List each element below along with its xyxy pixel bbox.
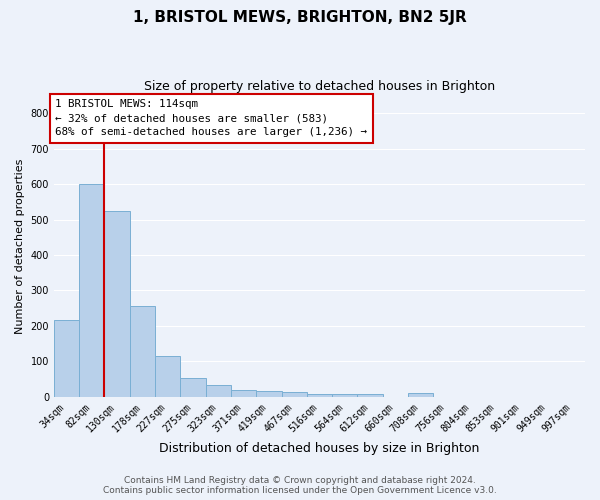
Title: Size of property relative to detached houses in Brighton: Size of property relative to detached ho… [144,80,495,93]
Bar [79,184,104,397]
Bar [54,320,79,397]
Bar [281,392,307,397]
Bar [358,394,383,397]
Bar [307,394,332,397]
Bar [256,391,281,397]
Bar [130,306,155,397]
Text: 1, BRISTOL MEWS, BRIGHTON, BN2 5JR: 1, BRISTOL MEWS, BRIGHTON, BN2 5JR [133,10,467,25]
X-axis label: Distribution of detached houses by size in Brighton: Distribution of detached houses by size … [159,442,479,455]
Y-axis label: Number of detached properties: Number of detached properties [15,158,25,334]
Bar [104,212,130,397]
Bar [231,390,256,397]
Bar [332,394,358,397]
Text: Contains HM Land Registry data © Crown copyright and database right 2024.
Contai: Contains HM Land Registry data © Crown c… [103,476,497,495]
Bar [206,385,231,397]
Bar [181,378,206,397]
Bar [155,356,181,397]
Bar [408,394,433,397]
Text: 1 BRISTOL MEWS: 114sqm
← 32% of detached houses are smaller (583)
68% of semi-de: 1 BRISTOL MEWS: 114sqm ← 32% of detached… [55,99,367,137]
